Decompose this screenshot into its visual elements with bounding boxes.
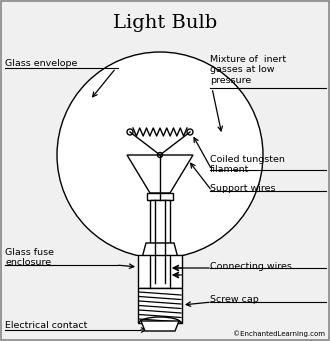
Polygon shape [141, 321, 179, 331]
Text: Support wires: Support wires [210, 184, 276, 193]
Text: Glass fuse
enclosure: Glass fuse enclosure [5, 248, 54, 267]
Text: Screw cap: Screw cap [210, 295, 259, 304]
Text: Glass envelope: Glass envelope [5, 59, 77, 68]
Text: Coiled tungsten
filament: Coiled tungsten filament [210, 155, 285, 174]
Polygon shape [147, 193, 173, 200]
Polygon shape [150, 200, 170, 243]
Polygon shape [142, 243, 178, 258]
Polygon shape [138, 255, 182, 288]
Text: Connecting wires: Connecting wires [210, 262, 292, 271]
Text: Electrical contact: Electrical contact [5, 321, 87, 330]
Text: Light Bulb: Light Bulb [113, 14, 217, 32]
Text: Mixture of  inert
gasses at low
pressure: Mixture of inert gasses at low pressure [210, 55, 286, 85]
Text: ©EnchantedLearning.com: ©EnchantedLearning.com [233, 330, 325, 337]
Polygon shape [127, 155, 193, 193]
Circle shape [57, 52, 263, 258]
Polygon shape [138, 288, 182, 323]
